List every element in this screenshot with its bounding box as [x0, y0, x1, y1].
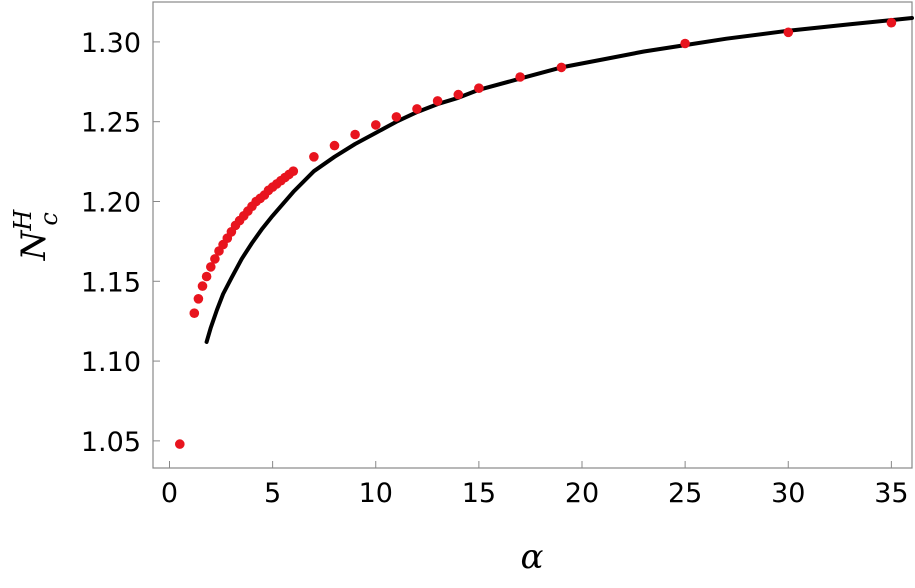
y-axis-title-sub: c — [35, 212, 63, 225]
data-point — [515, 72, 525, 82]
y-axis-title-sup: H — [9, 209, 37, 232]
data-point — [412, 104, 422, 114]
y-axis-title-base: N — [14, 229, 54, 261]
data-point — [201, 271, 212, 282]
y-tick-label: 1.05 — [81, 427, 141, 458]
data-point — [288, 166, 299, 176]
data-point — [432, 96, 443, 106]
data-point — [197, 281, 208, 291]
data-point — [783, 27, 794, 38]
data-point — [189, 308, 200, 319]
fit-curve-layer — [204, 16, 914, 344]
data-point — [309, 152, 319, 162]
data-point — [329, 140, 340, 151]
x-tick-label: 20 — [565, 478, 599, 509]
fit-curve — [204, 16, 914, 344]
data-point — [350, 129, 360, 140]
data-point — [680, 38, 690, 49]
data-point — [210, 254, 220, 264]
data-points-layer — [175, 17, 897, 449]
x-axis-ticks: 0 5 10 15 20 25 30 35 — [161, 461, 909, 509]
plot-frame — [152, 1, 913, 469]
data-point — [193, 294, 204, 304]
y-tick-label: 1.10 — [81, 347, 141, 378]
data-point — [206, 262, 216, 272]
y-tick-label: 1.25 — [81, 108, 141, 139]
x-tick-label: 15 — [462, 478, 496, 509]
x-tick-label: 10 — [359, 478, 393, 509]
x-axis-title: α — [521, 537, 544, 577]
y-tick-label: 1.20 — [81, 187, 141, 218]
x-tick-label: 5 — [264, 478, 281, 509]
y-tick-label: 1.15 — [81, 267, 141, 298]
data-point — [391, 112, 402, 122]
data-point — [886, 17, 897, 28]
data-point — [474, 83, 484, 93]
x-tick-label: 25 — [668, 478, 702, 509]
data-point — [371, 120, 381, 130]
data-point — [453, 89, 464, 100]
data-point — [175, 439, 185, 449]
x-tick-label: 30 — [771, 478, 805, 509]
x-tick-label: 35 — [874, 478, 908, 509]
y-axis-ticks: 1.05 1.10 1.15 1.20 1.25 1.30 — [81, 28, 160, 458]
x-tick-label: 0 — [161, 478, 178, 509]
data-point — [556, 62, 567, 73]
y-tick-label: 1.30 — [81, 28, 141, 59]
y-axis-title: NHc — [9, 209, 63, 262]
svg-text:NHc: NHc — [9, 209, 63, 262]
